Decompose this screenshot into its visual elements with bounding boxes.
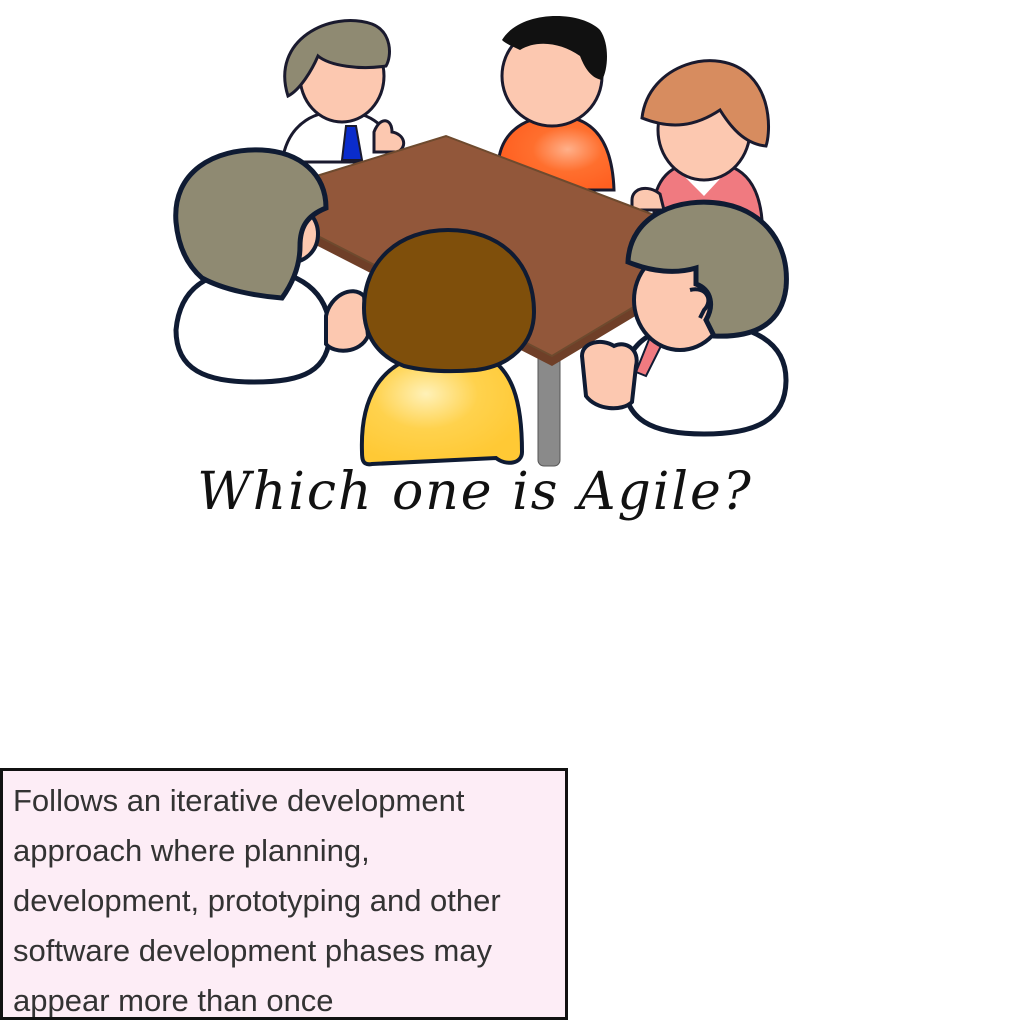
answer-option-text: Follows an iterative development approac…	[13, 783, 501, 1018]
answer-option-card[interactable]: Follows an iterative development approac…	[0, 768, 568, 1020]
person-gray-hair-front-left	[173, 147, 371, 385]
meeting-illustration	[173, 16, 789, 467]
person-gray-hair-with-tie	[280, 19, 406, 164]
question-heading: Which one is Agile?	[197, 462, 753, 522]
person-red-hair-pink-shirt	[630, 59, 771, 222]
person-gray-hair-front-right	[579, 199, 789, 437]
person-brown-hair-yellow-shirt	[359, 227, 537, 467]
